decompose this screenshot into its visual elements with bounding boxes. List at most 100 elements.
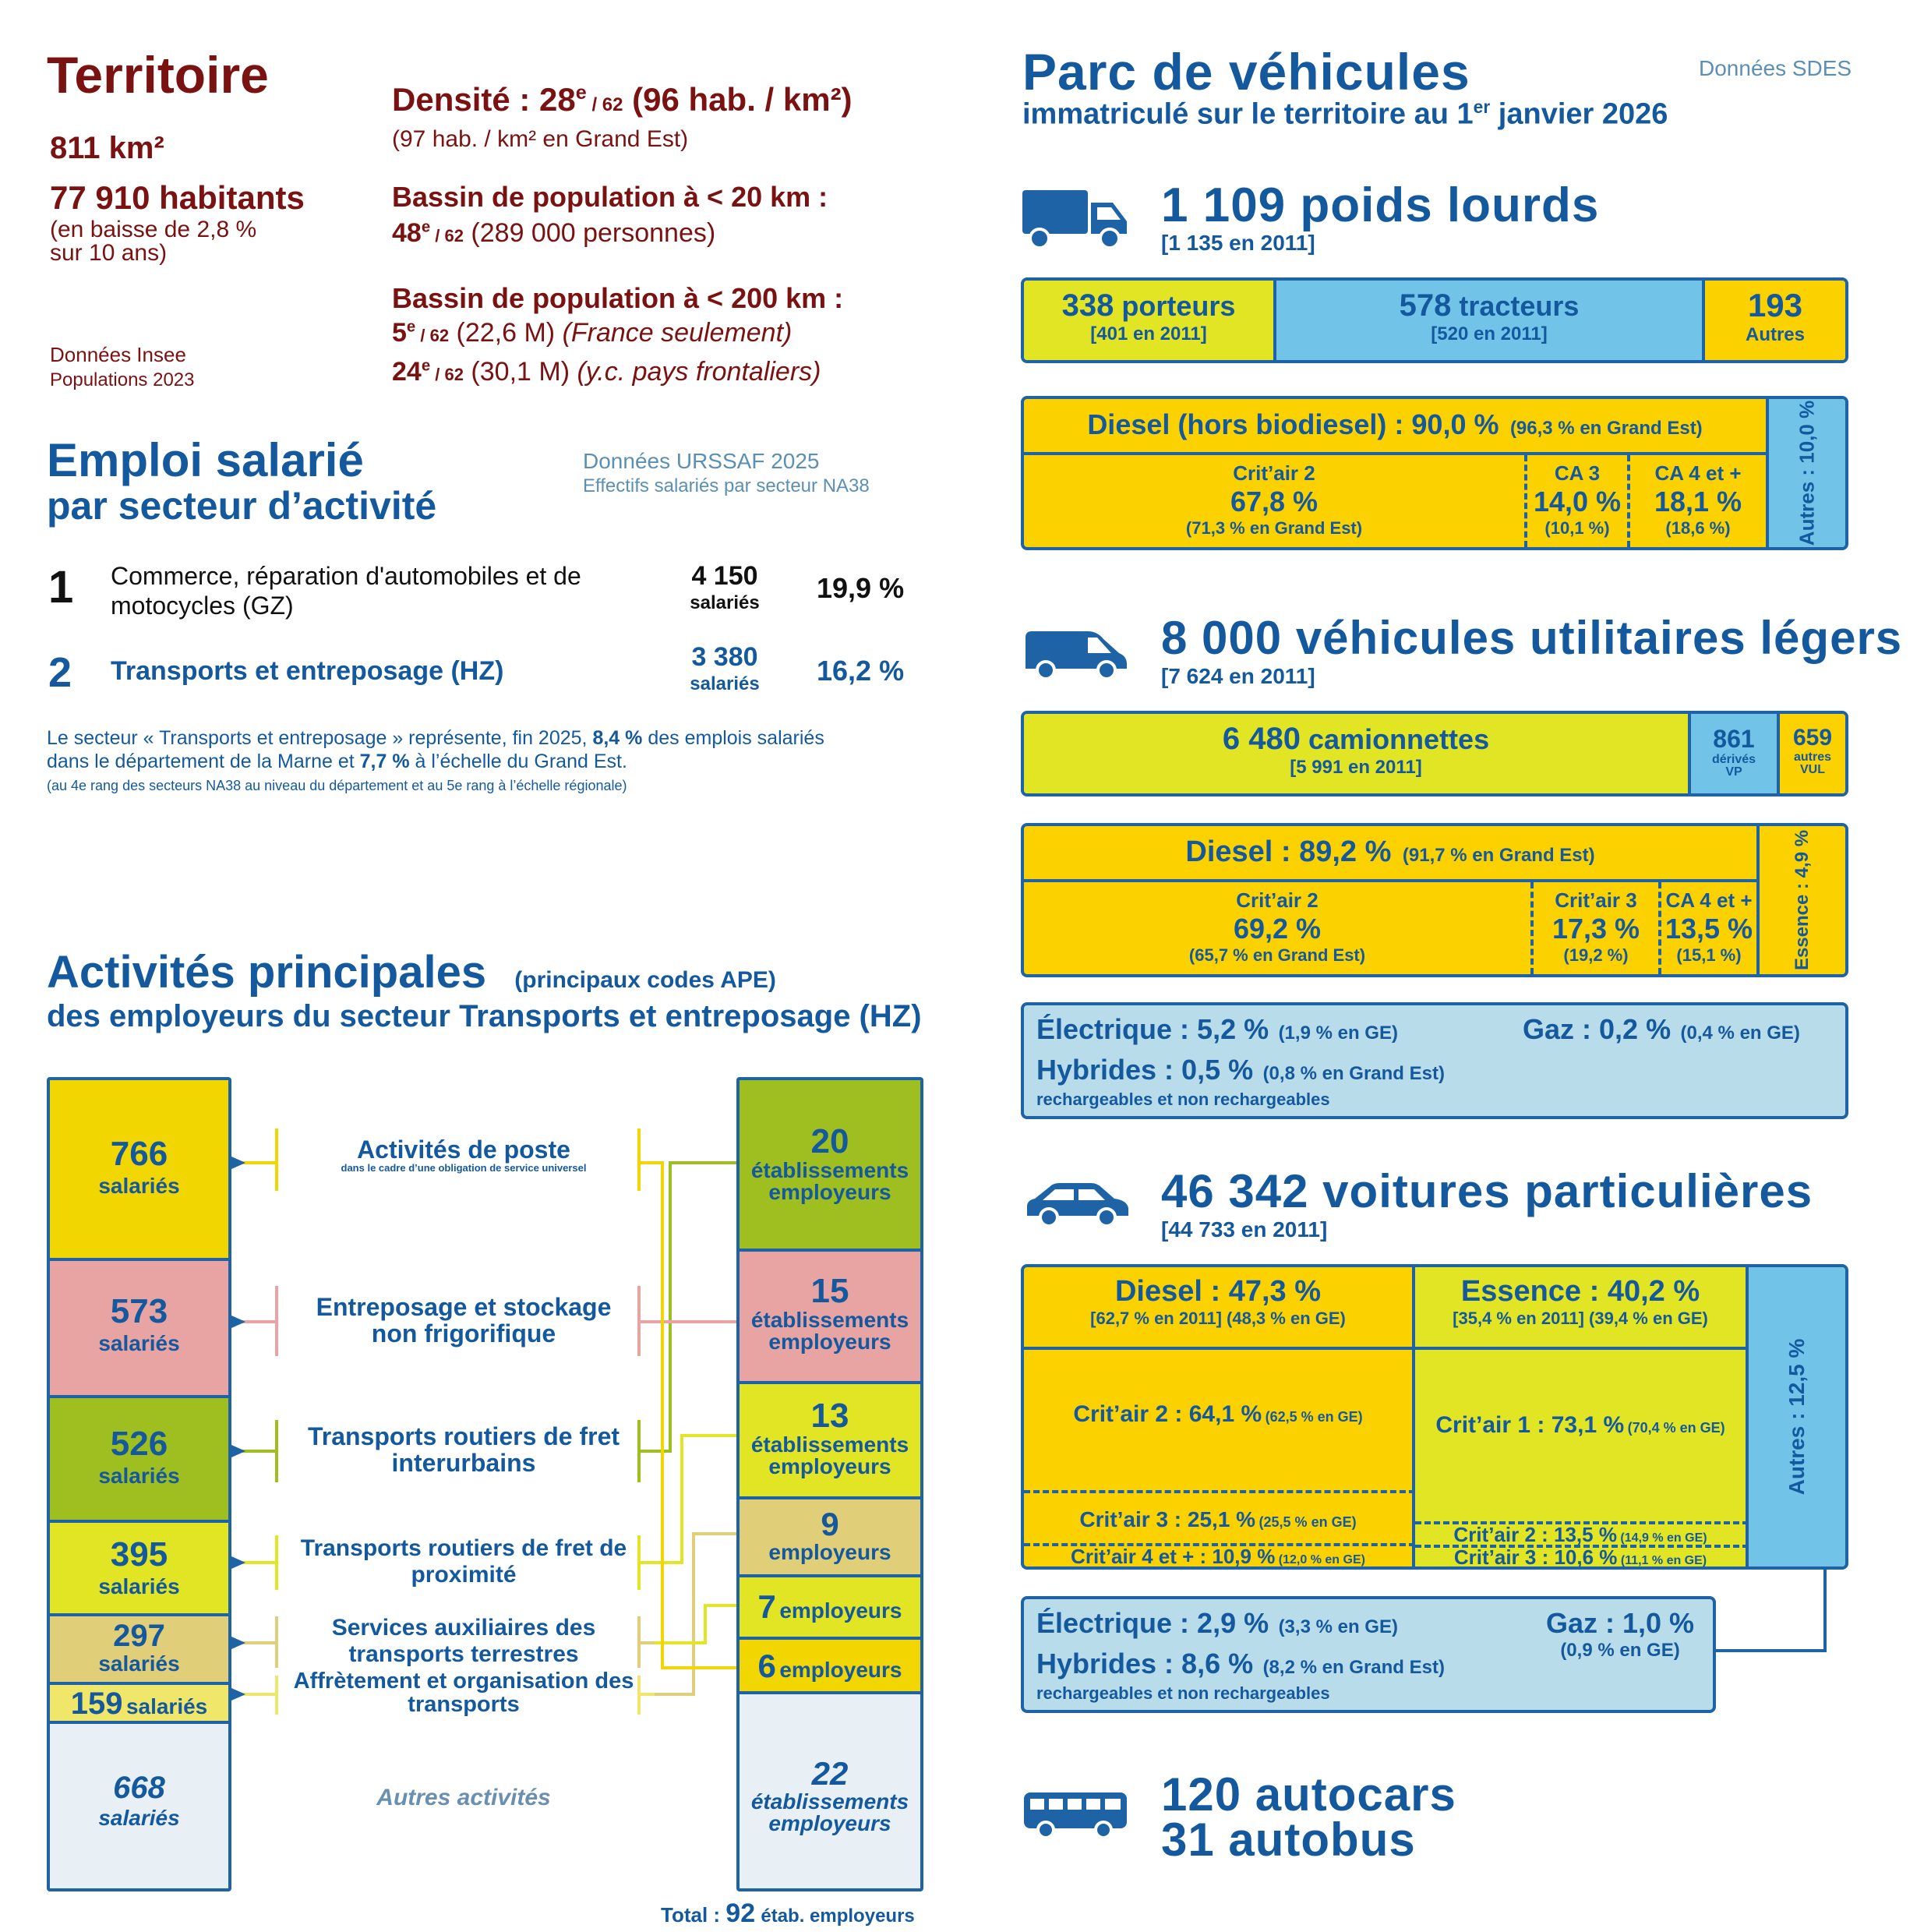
- salaries-box-affretement: 159 salariés: [47, 1685, 231, 1724]
- emploi-unit-2: salariés: [690, 673, 760, 694]
- vp-hyb-ge: (8,2 % en Grand Est): [1262, 1657, 1445, 1678]
- truck-icon: [1022, 190, 1127, 249]
- vp-e-c1-ge: (70,4 % en GE): [1627, 1420, 1725, 1436]
- activite-affretement: Affrètement et organisation des transpor…: [293, 1669, 634, 1717]
- emploi-note-e: 7,7 %: [359, 751, 410, 772]
- pl-diesel: Diesel (hors biodiesel) : 90,0 %: [1087, 408, 1499, 440]
- activites-title-1: Activités principales (principaux codes …: [47, 946, 776, 998]
- pl-diesel-header: Diesel (hors biodiesel) : 90,0 % (96,3 %…: [1024, 399, 1769, 455]
- pl-title: 1 109 poids lourds: [1161, 178, 1600, 232]
- salaries-value: 668: [113, 1771, 165, 1805]
- vul-c3-value: 17,3 %: [1552, 913, 1640, 945]
- pl-autres: 193 Autres: [1705, 281, 1845, 360]
- vul-cam-2011: [5 991 en 2011]: [1290, 757, 1422, 778]
- etab-total-label: Total :: [661, 1903, 721, 1927]
- vp-e-c3-ge: (11,1 % en GE): [1620, 1554, 1707, 1567]
- etab-total-value: 92: [725, 1898, 756, 1928]
- etab-unit-1: établissements: [750, 1789, 909, 1814]
- vul-elec: Électrique : 5,2 % (1,9 % en GE): [1036, 1013, 1398, 1046]
- habitants-note-1: (en baisse de 2,8 %: [50, 217, 257, 242]
- vul-gaz-ge: (0,4 % en GE): [1680, 1023, 1800, 1044]
- etab-unit-1: employeurs: [779, 1598, 902, 1623]
- emploi-note-c: des emplois salariés: [642, 727, 824, 749]
- pl-tracteurs-label: tracteurs: [1451, 290, 1580, 322]
- parc-subtitle: immatriculé sur le territoire au 1er jan…: [1022, 97, 1668, 132]
- vul-autres: 659 autres VUL: [1780, 714, 1845, 793]
- bassin200-of1: / 62: [415, 326, 450, 345]
- bassin200-rank2: 24: [392, 357, 422, 387]
- vp-autres-side: Autres : 12,5 %: [1749, 1267, 1845, 1566]
- pl-critair3: CA 3 14,0 % (10,1 %): [1527, 455, 1630, 547]
- etab-box-1: 20 établissements employeurs: [736, 1080, 923, 1252]
- vul-autres-value: 659: [1792, 725, 1833, 751]
- etab-value: 6: [757, 1648, 776, 1684]
- vul-diesel-header: Diesel : 89,2 % (91,7 % en Grand Est): [1024, 826, 1760, 882]
- salaries-value: 297: [113, 1619, 165, 1653]
- densite-label: Densité : 28: [392, 81, 576, 118]
- etab-box-4: 9 employeurs: [736, 1499, 923, 1577]
- parc-subtitle-sup: er: [1473, 97, 1491, 117]
- etab-unit-1: établissements: [750, 1158, 909, 1182]
- bassin20-rank: 48: [392, 218, 422, 248]
- vul-energy-box: Diesel : 89,2 % (91,7 % en Grand Est) Cr…: [1021, 823, 1848, 977]
- salaries-unit: salariés: [125, 1694, 208, 1718]
- etab-value: 20: [810, 1122, 849, 1160]
- emploi-rank-2: 2: [48, 649, 72, 696]
- vul-critair3: Crit’air 3 17,3 % (19,2 %): [1534, 882, 1661, 974]
- vul-autres-l1: autres: [1793, 751, 1832, 764]
- bassin200-of2: / 62: [430, 365, 464, 384]
- insee-source-1: Données Insee: [50, 343, 186, 366]
- vul-autres-l2: VUL: [1800, 763, 1825, 776]
- salaries-value: 573: [110, 1292, 168, 1330]
- activite-autres: Autres activités: [376, 1785, 551, 1810]
- pl-critair2: Crit’air 2 67,8 % (71,3 % en Grand Est): [1024, 455, 1527, 547]
- activite-proximite: Transports routiers de fret de proximité: [300, 1535, 627, 1588]
- vul-hyb-sub: rechargeables et non rechargeables: [1036, 1090, 1330, 1109]
- vp-d-c4-ge: (12,0 % en GE): [1278, 1553, 1365, 1566]
- territoire-title: Territoire: [47, 46, 269, 104]
- etab-unit-2: employeurs: [768, 1330, 891, 1354]
- bassin200-value2: (30,1 M): [463, 357, 577, 387]
- vp-elec-ge: (3,3 % en GE): [1278, 1616, 1398, 1637]
- vul-gaz: Gaz : 0,2 % (0,4 % en GE): [1523, 1013, 1800, 1046]
- activite-entreposage: Entreposage et stockage non frigorifique: [316, 1293, 612, 1347]
- etab-box-7: 22 établissements employeurs: [736, 1694, 923, 1888]
- vul-derives: 861 dérivés VP: [1691, 714, 1780, 793]
- pl-critair4: CA 4 et + 18,1 % (18,6 %): [1630, 455, 1769, 547]
- salaries-unit: salariés: [98, 1331, 180, 1355]
- activite-auxiliaires: Services auxiliaires des transports terr…: [331, 1615, 596, 1667]
- vul-c3-ge: (19,2 %): [1563, 945, 1629, 965]
- etab-unit-2: employeurs: [768, 1180, 891, 1204]
- vp-gaz: Gaz : 1,0 % (0,9 % en GE): [1538, 1607, 1702, 1662]
- vp-e-c3: Crit’air 3 : 10,6 %: [1453, 1545, 1618, 1569]
- vul-hyb-ge: (0,8 % en Grand Est): [1262, 1063, 1445, 1084]
- pl-c2-ge: (71,3 % en Grand Est): [1185, 518, 1363, 538]
- vp-sub: [44 733 en 2011]: [1161, 1217, 1328, 1241]
- vul-title: 8 000 véhicules utilitaires légers: [1161, 612, 1903, 664]
- salaries-box-entreposage: 573 salariés: [47, 1261, 231, 1398]
- vul-cam-value: 6 480: [1222, 722, 1301, 756]
- etab-unit-1: établissements: [750, 1308, 909, 1332]
- etab-unit-1: employeurs: [768, 1540, 891, 1564]
- vul-essence-side: Essence : 4,9 %: [1760, 826, 1845, 974]
- pl-c4-ge: (18,6 %): [1665, 518, 1731, 538]
- emploi-note-f: à l’échelle du Grand Est.: [409, 751, 627, 772]
- autobus: 31 autobus: [1161, 1814, 1416, 1866]
- sdes-source: Données SDES: [1699, 56, 1852, 80]
- bus-icon: [1024, 1792, 1127, 1839]
- autocars: 120 autocars: [1161, 1768, 1456, 1821]
- etab-value: 9: [821, 1506, 839, 1542]
- parc-subtitle-a: immatriculé sur le territoire au 1: [1022, 97, 1474, 131]
- bassin20-label: Bassin de population à < 20 km :: [392, 181, 828, 213]
- pl-c4-value: 18,1 %: [1654, 486, 1742, 517]
- salaries-unit: salariés: [98, 1464, 180, 1488]
- vul-critair2: Crit’air 2 69,2 % (65,7 % en Grand Est): [1024, 882, 1534, 974]
- salaries-value: 395: [110, 1535, 168, 1574]
- vul-c2-value: 69,2 %: [1233, 913, 1322, 945]
- insee-source-2: Populations 2023: [50, 369, 195, 390]
- emploi-pct-2: 16,2 %: [817, 655, 905, 687]
- vul-alt-box: Électrique : 5,2 % (1,9 % en GE) Gaz : 0…: [1021, 1002, 1848, 1119]
- emploi-note-b: 8,4 %: [592, 727, 643, 749]
- vul-c4-label: CA 4 et +: [1665, 888, 1753, 912]
